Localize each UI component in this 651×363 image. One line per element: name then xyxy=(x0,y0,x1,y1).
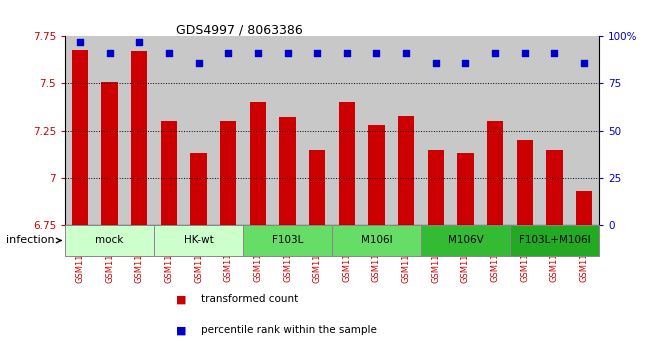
Text: ■: ■ xyxy=(176,325,186,335)
Point xyxy=(430,60,441,66)
Bar xyxy=(273,36,302,225)
Point xyxy=(549,50,560,56)
Bar xyxy=(391,36,421,225)
Point xyxy=(134,39,145,45)
Point xyxy=(312,50,322,56)
Point xyxy=(223,50,234,56)
Text: HK-wt: HK-wt xyxy=(184,236,214,245)
Bar xyxy=(302,36,332,225)
Bar xyxy=(362,36,391,225)
Bar xyxy=(428,150,444,225)
Point xyxy=(163,50,174,56)
Text: ■: ■ xyxy=(176,294,186,305)
Text: M106I: M106I xyxy=(361,236,393,245)
Bar xyxy=(243,36,273,225)
Bar xyxy=(339,102,355,225)
Bar xyxy=(398,115,414,225)
Point xyxy=(460,60,471,66)
Point xyxy=(579,60,589,66)
Bar xyxy=(450,36,480,225)
Bar xyxy=(480,36,510,225)
Point xyxy=(342,50,352,56)
Bar xyxy=(65,225,154,256)
Bar xyxy=(510,36,540,225)
Bar xyxy=(576,191,592,225)
Bar xyxy=(220,121,236,225)
Text: percentile rank within the sample: percentile rank within the sample xyxy=(201,325,376,335)
Bar xyxy=(421,225,510,256)
Bar xyxy=(421,36,450,225)
Bar xyxy=(102,82,118,225)
Bar xyxy=(457,153,474,225)
Bar xyxy=(184,36,214,225)
Text: infection: infection xyxy=(6,236,61,245)
Point xyxy=(253,50,263,56)
Bar xyxy=(517,140,533,225)
Text: M106V: M106V xyxy=(448,236,483,245)
Bar xyxy=(131,52,147,225)
Bar xyxy=(72,49,88,225)
Bar xyxy=(332,36,362,225)
Point xyxy=(401,50,411,56)
Point xyxy=(193,60,204,66)
Bar xyxy=(332,225,421,256)
Bar xyxy=(154,225,243,256)
Text: transformed count: transformed count xyxy=(201,294,298,305)
Point xyxy=(283,50,293,56)
Bar xyxy=(124,36,154,225)
Bar xyxy=(569,36,599,225)
Bar xyxy=(510,225,599,256)
Point xyxy=(371,50,381,56)
Bar xyxy=(279,118,296,225)
Bar xyxy=(309,150,326,225)
Text: F103L: F103L xyxy=(272,236,303,245)
Text: F103L+M106I: F103L+M106I xyxy=(519,236,590,245)
Bar xyxy=(546,150,562,225)
Bar xyxy=(190,153,207,225)
Bar xyxy=(95,36,124,225)
Bar xyxy=(243,225,332,256)
Bar xyxy=(487,121,503,225)
Bar xyxy=(154,36,184,225)
Bar xyxy=(250,102,266,225)
Point xyxy=(75,39,85,45)
Bar xyxy=(214,36,243,225)
Bar xyxy=(65,36,95,225)
Point xyxy=(104,50,115,56)
Point xyxy=(519,50,530,56)
Point xyxy=(490,50,501,56)
Bar xyxy=(161,121,177,225)
Bar xyxy=(368,125,385,225)
Text: GDS4997 / 8063386: GDS4997 / 8063386 xyxy=(176,24,303,37)
Bar xyxy=(540,36,569,225)
Text: mock: mock xyxy=(96,236,124,245)
